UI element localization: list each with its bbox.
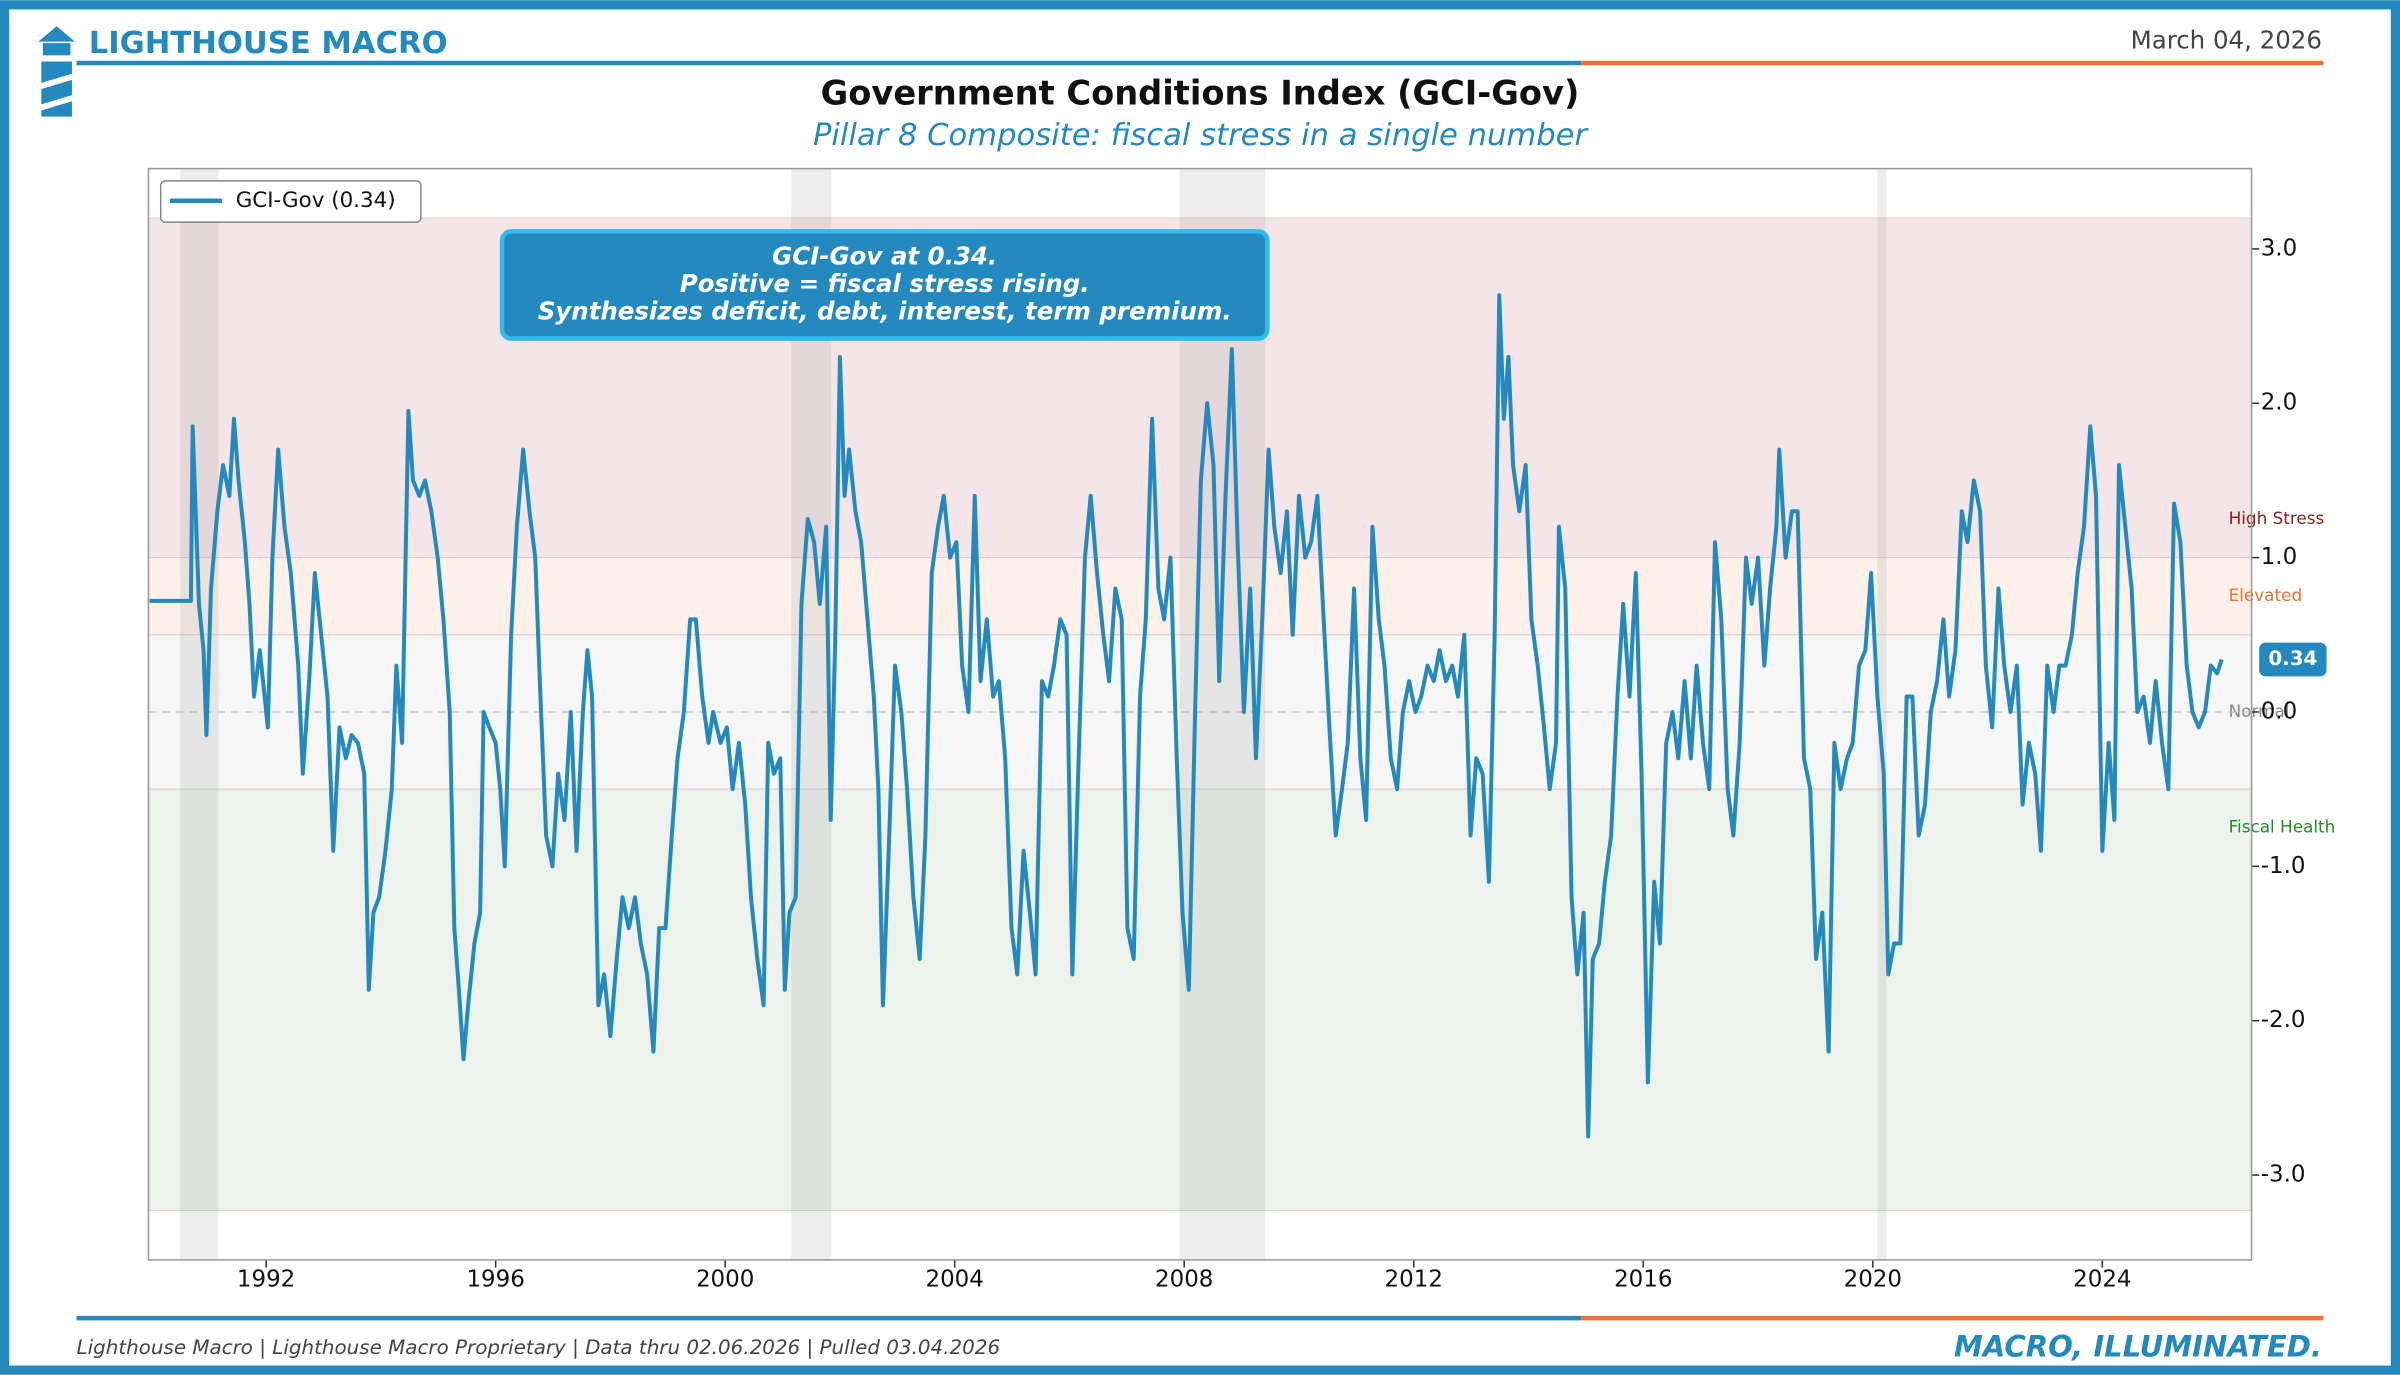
x-tick-label: 2020: [1844, 1266, 1902, 1292]
y-tick-label: -3.0: [2261, 1162, 2306, 1188]
zone-label: Elevated: [2229, 585, 2303, 605]
x-tick-label: 2012: [1385, 1266, 1443, 1292]
zone-label: Normal: [2229, 701, 2290, 721]
x-tick-label: 2008: [1155, 1266, 1213, 1292]
annotation-box: [499, 229, 1270, 341]
x-tick-label: 2004: [926, 1266, 984, 1292]
tagline: MACRO, ILLUMINATED.: [1954, 1330, 2322, 1364]
footer-source: Lighthouse Macro | Lighthouse Macro Prop…: [77, 1336, 1001, 1359]
legend-label: GCI-Gov (0.34): [236, 188, 396, 213]
brand: LIGHTHOUSE MACRO: [89, 26, 448, 61]
legend-box: [159, 180, 422, 223]
date: March 04, 2026: [2131, 26, 2322, 55]
last-value-label: 0.34: [2268, 647, 2317, 670]
x-tick-label: 1992: [237, 1266, 295, 1292]
annotation-text: Positive = fiscal stress rising.: [680, 269, 1090, 298]
y-tick-label: -2.0: [2261, 1007, 2306, 1033]
x-tick-label: 2000: [696, 1266, 754, 1292]
y-tick-label: 0.0: [2261, 698, 2297, 724]
y-tick-label: 3.0: [2261, 235, 2297, 261]
logo: [38, 26, 75, 117]
last-value-badge: [2259, 642, 2327, 677]
zone-label: High Stress: [2229, 508, 2325, 528]
chart-title: Government Conditions Index (GCI-Gov): [821, 74, 1580, 113]
y-tick-label: -1.0: [2261, 853, 2306, 879]
x-tick-label: 1996: [466, 1266, 524, 1292]
annotation-text: Synthesizes deficit, debt, interest, ter…: [538, 297, 1232, 326]
plot-area: High Stress Elevated Normal Fiscal Health 3.…: [147, 167, 2336, 1292]
x-tick-label: 2016: [1614, 1266, 1672, 1292]
zone-label: Fiscal Health: [2229, 817, 2336, 837]
plot-frame: [147, 167, 2253, 1261]
recession-shade: [1877, 168, 1887, 1260]
y-tick-label: 2.0: [2261, 390, 2297, 416]
recession-shade: [180, 168, 219, 1260]
chart-subtitle: Pillar 8 Composite: fiscal stress in a s…: [813, 118, 1590, 153]
y-tick-label: 1.0: [2261, 544, 2297, 570]
x-tick-label: 2024: [2073, 1266, 2131, 1292]
data-line: [149, 293, 2224, 1139]
annotation-text: GCI-Gov at 0.34.: [772, 241, 997, 270]
